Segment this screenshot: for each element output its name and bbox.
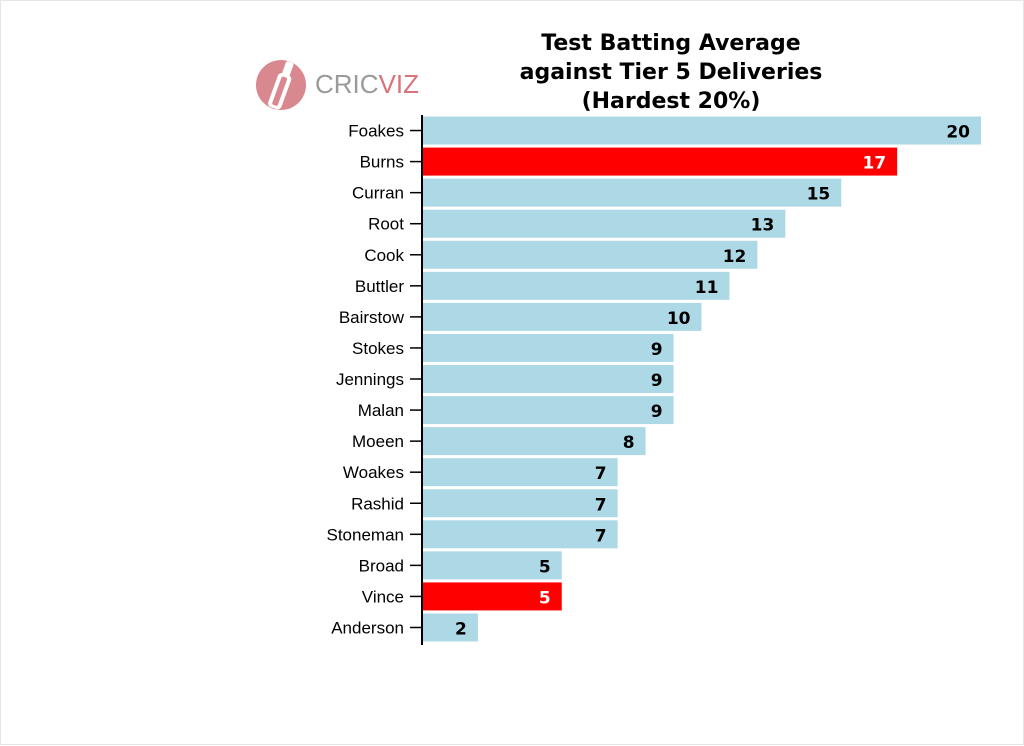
bar <box>422 147 898 176</box>
bar <box>422 365 674 394</box>
y-tick-label: Woakes <box>343 463 404 482</box>
data-label: 7 <box>595 495 607 515</box>
y-tick-label: Bairstow <box>339 308 405 327</box>
data-label: 17 <box>862 154 886 174</box>
y-tick-label: Buttler <box>355 277 404 296</box>
bar <box>422 271 730 300</box>
y-tick-label: Rashid <box>351 494 404 513</box>
bar <box>422 302 702 331</box>
y-tick-label: Burns <box>360 153 404 172</box>
data-label: 5 <box>539 557 551 577</box>
y-tick-label: Root <box>368 215 404 234</box>
bar <box>422 520 618 549</box>
bar <box>422 240 758 269</box>
data-label: 20 <box>946 123 970 143</box>
bar <box>422 178 842 207</box>
data-label: 9 <box>651 402 663 422</box>
data-label: 9 <box>651 371 663 391</box>
y-tick-label: Moeen <box>352 432 404 451</box>
chart-title: Test Batting Average against Tier 5 Deli… <box>481 29 861 116</box>
y-tick-label: Stoneman <box>327 525 405 544</box>
bar <box>422 613 478 642</box>
data-label: 12 <box>723 247 747 267</box>
data-label: 8 <box>623 433 635 453</box>
data-label: 5 <box>539 588 551 608</box>
y-tick-label: Jennings <box>336 370 404 389</box>
data-label: 11 <box>695 278 719 298</box>
chart-title-line-3: (Hardest 20%) <box>581 89 761 114</box>
logo-text-cric: CRIC <box>315 69 379 99</box>
data-label: 2 <box>455 619 467 639</box>
bar <box>422 489 618 518</box>
data-label: 10 <box>667 309 691 329</box>
y-tick-label: Broad <box>359 556 404 575</box>
cricket-bat-icon <box>256 60 306 110</box>
bar <box>422 458 618 487</box>
data-label: 7 <box>595 526 607 546</box>
y-tick-label: Vince <box>362 587 404 606</box>
y-tick-label: Foakes <box>348 122 404 141</box>
y-tick-label: Stokes <box>352 339 404 358</box>
logo-wordmark: CRICVIZ <box>315 69 419 100</box>
data-label: 15 <box>807 185 831 205</box>
bar <box>422 209 786 238</box>
data-label: 9 <box>651 340 663 360</box>
chart-title-line-2: against Tier 5 Deliveries <box>519 60 823 85</box>
bar <box>422 396 674 425</box>
bar <box>422 333 674 362</box>
bar <box>422 427 646 456</box>
chart-title-line-1: Test Batting Average <box>541 31 801 56</box>
logo-text-viz: VIZ <box>378 69 420 99</box>
y-tick-label: Curran <box>352 184 404 203</box>
y-tick-label: Malan <box>358 401 404 420</box>
y-tick-label: Cook <box>364 246 404 265</box>
data-label: 7 <box>595 464 607 484</box>
bar <box>422 551 562 580</box>
bar <box>422 116 981 145</box>
y-tick-label: Anderson <box>331 618 404 637</box>
cricviz-logo: CRICVIZ <box>255 57 419 113</box>
data-label: 13 <box>751 216 775 236</box>
bar <box>422 582 562 611</box>
